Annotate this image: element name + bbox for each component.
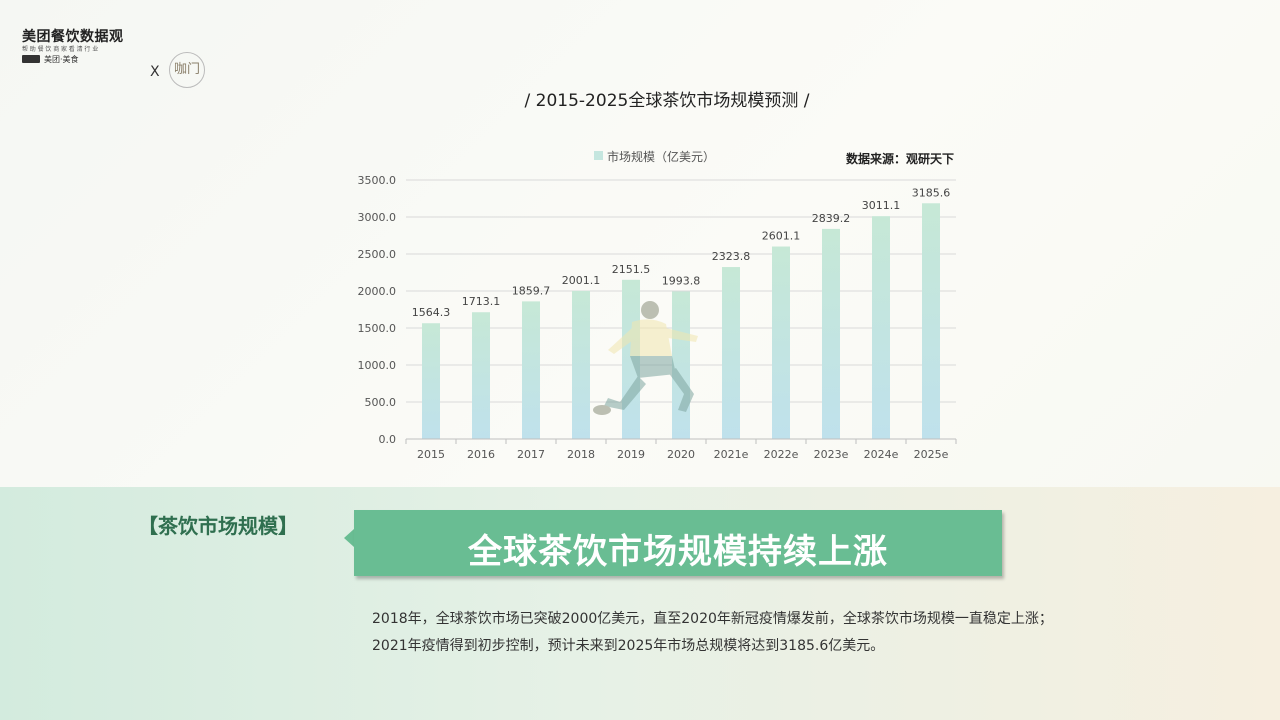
chart-x-axis: 2015 2016 2017 2018 2019 2020 2021e 2022e 2023e 2… bbox=[405, 438, 957, 461]
bar-value-label: 1993.8 bbox=[662, 274, 701, 287]
partner-logo: 咖门 bbox=[169, 52, 205, 88]
y-tick-label: 3000.0 bbox=[358, 211, 397, 224]
y-tick-label: 2500.0 bbox=[358, 248, 397, 261]
data-source: 数据来源：观研天下 bbox=[846, 152, 955, 166]
bar bbox=[772, 246, 790, 439]
legend-swatch bbox=[594, 151, 603, 160]
headline-box: 全球茶饮市场规模持续上涨 bbox=[354, 510, 1002, 576]
description-line-2: 2021年疫情得到初步控制，预计未来到2025年市场总规模将达到3185.6亿美… bbox=[372, 638, 885, 654]
y-tick-label: 0.0 bbox=[379, 433, 397, 446]
legend-label: 市场规模（亿美元） bbox=[607, 150, 716, 164]
logo-subtitle: 帮助餐饮商家看清行业 bbox=[22, 46, 101, 53]
y-tick-label: 2000.0 bbox=[358, 285, 397, 298]
section-label: 【茶饮市场规模】 bbox=[138, 514, 298, 538]
bar bbox=[472, 312, 490, 439]
description: 2018年，全球茶饮市场已突破2000亿美元，直至2020年新冠疫情爆发前，全球… bbox=[372, 606, 1053, 660]
description-line-1: 2018年，全球茶饮市场已突破2000亿美元，直至2020年新冠疫情爆发前，全球… bbox=[372, 611, 1053, 627]
bar bbox=[422, 323, 440, 439]
logo-title: 美团餐饮数据观 bbox=[22, 29, 124, 45]
bar-value-label: 2839.2 bbox=[812, 212, 851, 225]
bar bbox=[922, 203, 940, 439]
bar bbox=[572, 290, 590, 439]
meituan-mark-icon bbox=[22, 55, 40, 63]
x-tick-label: 2018 bbox=[567, 448, 595, 461]
bar-value-label: 2323.8 bbox=[712, 250, 751, 263]
tea-drinker-illustration bbox=[593, 301, 698, 415]
bar-value-label: 2601.1 bbox=[762, 230, 801, 243]
chart-y-axis: 0.0 500.0 1000.0 1500.0 2000.0 2500.0 3000.0 35… bbox=[358, 174, 397, 446]
x-tick-label: 2023e bbox=[814, 448, 849, 461]
chart-title: / 2015-2025全球茶饮市场规模预测 / bbox=[524, 91, 810, 111]
x-tick-label: 2017 bbox=[517, 448, 545, 461]
x-tick-label: 2015 bbox=[417, 448, 445, 461]
x-tick-label: 2025e bbox=[914, 448, 949, 461]
bar-value-label: 1859.7 bbox=[512, 284, 551, 297]
bar-value-label: 3185.6 bbox=[912, 186, 951, 199]
x-tick-label: 2022e bbox=[764, 448, 799, 461]
x-tick-label: 2021e bbox=[714, 448, 749, 461]
logo-cross: X bbox=[150, 64, 160, 80]
x-tick-label: 2016 bbox=[467, 448, 495, 461]
chart-value-labels: 1564.3 1713.1 1859.7 2001.1 2151.5 1993.8 2323… bbox=[412, 186, 951, 319]
bar bbox=[722, 267, 740, 439]
headline-notch bbox=[344, 529, 354, 547]
bar-value-label: 2001.1 bbox=[562, 274, 601, 287]
bar-value-label: 1564.3 bbox=[412, 306, 451, 319]
x-tick-label: 2019 bbox=[617, 448, 645, 461]
x-tick-label: 2020 bbox=[667, 448, 695, 461]
bar-value-label: 3011.1 bbox=[862, 199, 901, 212]
bar bbox=[872, 216, 890, 439]
logo-brand: 美团·美食 bbox=[44, 55, 79, 64]
y-tick-label: 1500.0 bbox=[358, 322, 397, 335]
y-tick-label: 1000.0 bbox=[358, 359, 397, 372]
bar bbox=[522, 301, 540, 439]
y-tick-label: 500.0 bbox=[365, 396, 397, 409]
bar-value-label: 2151.5 bbox=[612, 263, 651, 276]
bar-value-label: 1713.1 bbox=[462, 295, 501, 308]
bar bbox=[822, 228, 840, 439]
y-tick-label: 3500.0 bbox=[358, 174, 397, 187]
headline-text: 全球茶饮市场规模持续上涨 bbox=[468, 532, 888, 572]
x-tick-label: 2024e bbox=[864, 448, 899, 461]
chart-bars bbox=[422, 203, 940, 439]
